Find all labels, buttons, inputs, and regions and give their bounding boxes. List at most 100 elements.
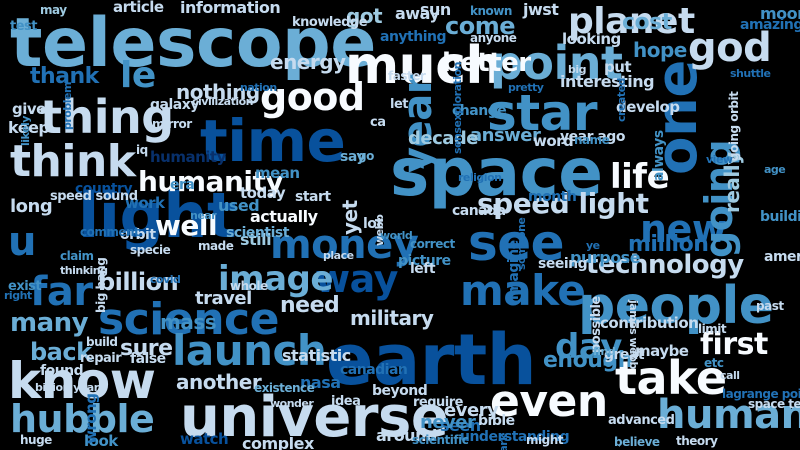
word-every: every — [444, 400, 499, 421]
word-article: article — [113, 0, 164, 16]
word-light: light — [78, 179, 237, 252]
word-false: false — [130, 351, 166, 367]
word-work: work — [125, 194, 165, 212]
word-develop: develop — [616, 98, 680, 116]
word-wrong: wrong — [82, 393, 100, 444]
word-limit: limit — [698, 322, 727, 336]
word-u: u — [8, 219, 36, 265]
word-left: left — [410, 261, 436, 277]
word-whole: whole — [230, 279, 268, 293]
word-star: star — [487, 84, 598, 142]
word-sun: sun — [420, 0, 451, 19]
word-travel: travel — [195, 288, 252, 309]
word-nation: nation — [240, 81, 277, 94]
word-exist: exist — [8, 279, 42, 294]
word-look: look — [84, 432, 118, 450]
word-got: got — [346, 4, 383, 28]
word-faster: faster — [388, 69, 426, 83]
word-dark: dark — [497, 433, 510, 450]
word-ye: ye — [586, 239, 600, 252]
word-space-telescope: space telescope — [748, 397, 800, 411]
word-around: around — [376, 426, 437, 445]
word-may: may — [40, 3, 67, 17]
word-life: life — [610, 157, 670, 197]
word-might: might — [526, 433, 564, 447]
word-billion: billion — [98, 268, 179, 296]
word-people: people — [578, 276, 774, 336]
word-galaxy: galaxy — [150, 97, 199, 113]
word-wonder: wonder — [270, 397, 314, 410]
word-universe: universe — [180, 385, 449, 450]
word-yet: yet — [338, 200, 362, 235]
word-never: never — [420, 412, 476, 433]
word-find: find — [593, 345, 616, 358]
word-month: month — [528, 189, 577, 205]
word-good: good — [260, 75, 365, 119]
word-thinking: thinking — [60, 264, 108, 277]
word-far: far — [30, 269, 93, 315]
word-world: world — [380, 229, 413, 242]
word-mean: mean — [255, 164, 300, 182]
word-mass: mass — [160, 310, 217, 334]
word-interesting: interesting — [560, 72, 655, 91]
word-hope: hope — [633, 38, 687, 62]
word-seen: seen — [440, 416, 481, 435]
word-see: see — [468, 214, 565, 272]
word-require: require — [413, 395, 463, 410]
word-seeing: seeing — [538, 256, 588, 272]
word-science: science — [98, 294, 279, 345]
word-put: put — [604, 58, 632, 76]
word-word: word — [533, 132, 574, 150]
word-etc: etc — [704, 356, 724, 370]
word-humanity: humanity — [138, 165, 284, 198]
word-sure: sure — [120, 336, 173, 361]
word-way: way — [315, 257, 398, 301]
word-american: american — [764, 249, 800, 265]
word-call: call — [720, 369, 740, 382]
word-first: first — [700, 327, 768, 362]
word-known: known — [470, 4, 512, 18]
word-make: make — [460, 266, 586, 315]
word-point: point — [490, 36, 623, 90]
word-come: come — [445, 12, 516, 40]
word-canadian: canadian — [340, 362, 408, 378]
word-past: past — [756, 299, 784, 313]
word-civilization: civilization — [192, 95, 254, 108]
word-actually: actually — [250, 207, 318, 226]
word-launch: launch — [172, 326, 327, 375]
word-thing: thing — [40, 90, 174, 144]
word-claim: claim — [60, 249, 94, 263]
word-beyond: beyond — [372, 383, 428, 399]
word-decade: decade — [408, 128, 479, 149]
word-shuttle: shuttle — [730, 67, 771, 80]
word-hubble: hubble — [10, 397, 155, 441]
word-right: right — [4, 289, 32, 302]
word-lot: lot — [363, 216, 383, 232]
word-think: think — [10, 136, 136, 187]
word-new: new — [640, 207, 727, 251]
word-huge: huge — [20, 433, 52, 447]
word-build: build — [86, 335, 118, 349]
word-many: many — [10, 308, 89, 338]
word-go: go — [358, 149, 374, 163]
word-found: found — [40, 363, 84, 379]
word-nasa: nasa — [300, 373, 341, 392]
word-technology: technology — [586, 250, 744, 280]
word-today: today — [240, 184, 286, 202]
word-year-ago: year ago — [560, 129, 625, 145]
word-created: created — [615, 78, 628, 122]
word-religion: religion — [458, 171, 502, 184]
word-start: start — [295, 189, 331, 205]
word-long: long — [10, 196, 53, 217]
word-advanced: advanced — [608, 413, 675, 428]
word-let: let — [390, 97, 409, 112]
word-always: always — [651, 130, 667, 181]
word-planet: planet — [568, 1, 695, 42]
word-say: say — [340, 149, 365, 165]
word-complex: complex — [242, 434, 314, 450]
word-likely: likely — [19, 116, 32, 146]
word-made: made — [198, 239, 234, 253]
word-near: near — [190, 209, 217, 222]
word-using: using — [620, 446, 621, 447]
